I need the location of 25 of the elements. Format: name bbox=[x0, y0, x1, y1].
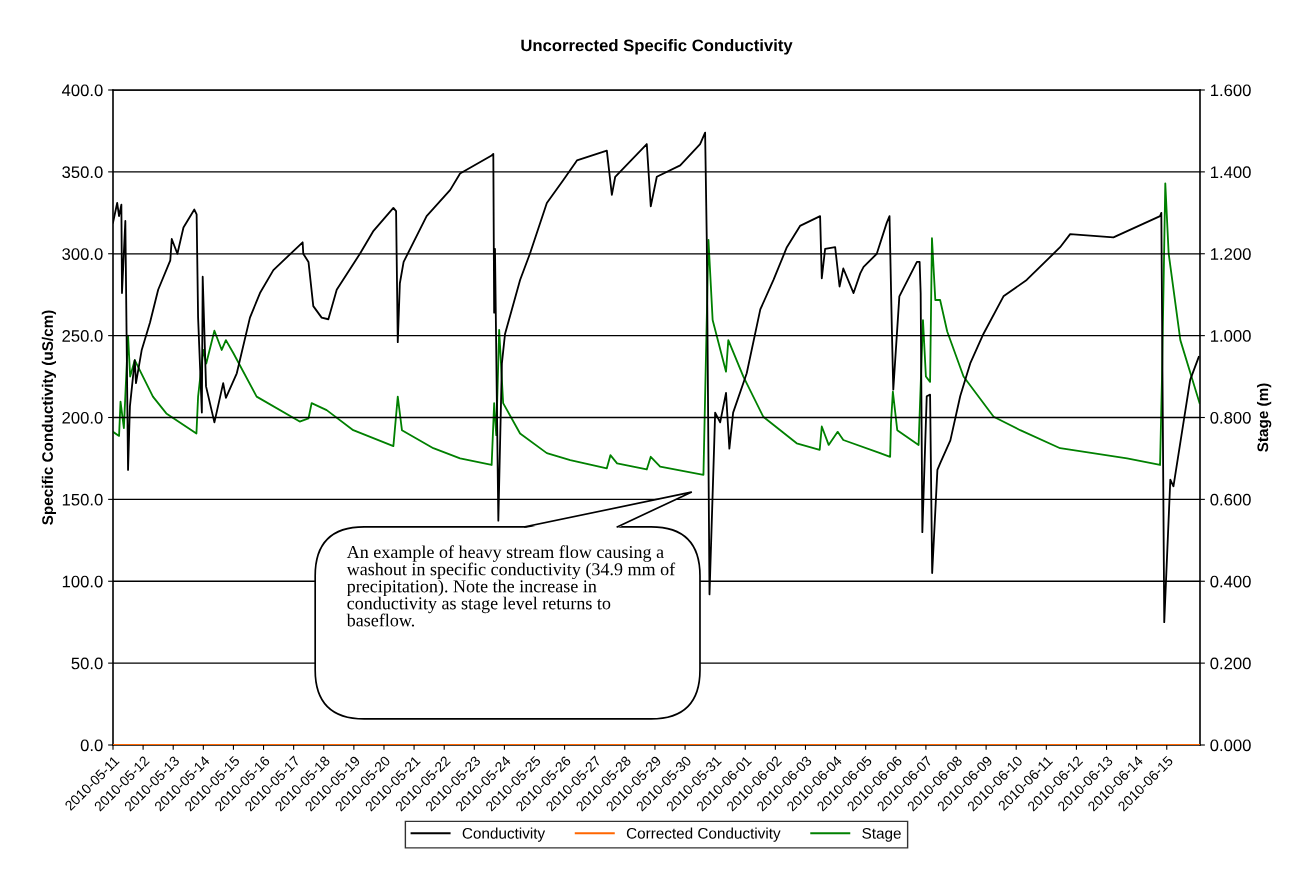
y-axis-title: Specific Conductivity (uS/cm) bbox=[41, 310, 57, 525]
y-tick-label: 50.0 bbox=[71, 657, 103, 670]
y-tick-label: 0.0 bbox=[80, 739, 103, 752]
y2-tick-label: 0.800 bbox=[1210, 411, 1251, 424]
y-tick-label: 150.0 bbox=[62, 493, 103, 506]
y-tick-label: 400.0 bbox=[61, 84, 103, 97]
y-tick-label: 350.0 bbox=[62, 166, 103, 179]
y-tick-label: 100.0 bbox=[62, 575, 103, 588]
y2-tick-label: 0.000 bbox=[1210, 739, 1251, 752]
y2-tick-label: 1.400 bbox=[1210, 166, 1251, 179]
y2-axis-title: Stage (m) bbox=[1256, 383, 1272, 452]
y-tick-label: 200.0 bbox=[62, 411, 103, 424]
y2-tick-label: 1.200 bbox=[1210, 248, 1251, 260]
y2-tick-label: 0.400 bbox=[1210, 575, 1251, 588]
chart-title: Uncorrected Specific Conductivity bbox=[521, 39, 793, 55]
legend-label: Stage bbox=[862, 827, 901, 842]
legend-label: Conductivity bbox=[462, 827, 546, 842]
y2-tick-label: 0.600 bbox=[1210, 493, 1251, 506]
y2-tick-label: 0.200 bbox=[1210, 657, 1251, 670]
y-tick-label: 250.0 bbox=[62, 330, 103, 342]
annotation: An example of heavy stream flow causing a washout in specific conductivity (34.9 mm of precipitation). Note the increase in conductivity as stage level returns to baseflow. bbox=[346, 545, 676, 627]
legend-label: Corrected Conductivity bbox=[626, 827, 781, 842]
y2-tick-label: 1.000 bbox=[1210, 330, 1251, 342]
y-tick-label: 300.0 bbox=[62, 248, 103, 260]
y2-tick-label: 1.600 bbox=[1210, 84, 1251, 97]
